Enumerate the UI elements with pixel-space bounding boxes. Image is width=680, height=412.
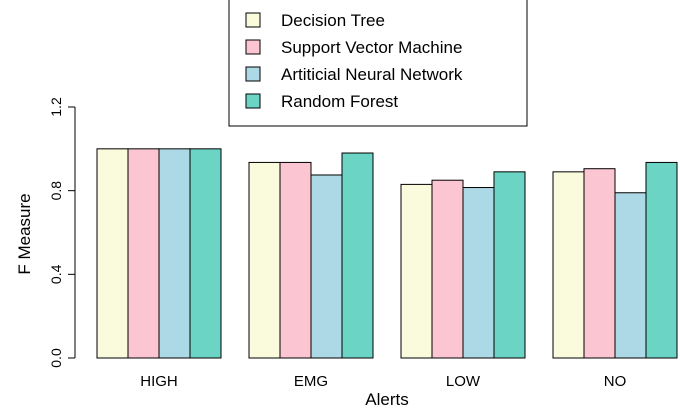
- y-tick-label: 0.8: [48, 181, 64, 201]
- x-axis-title: Alerts: [365, 390, 408, 409]
- legend: Decision Tree Support Vector Machine Artit…: [228, 0, 528, 127]
- bar: [493, 171, 526, 359]
- y-tick-label: 1.2: [48, 97, 64, 117]
- x-axis-labels: HIGH EMG LOW NO: [140, 373, 626, 390]
- bar: [248, 161, 281, 359]
- legend-swatch: [245, 12, 261, 28]
- bar: [431, 179, 464, 359]
- bar: [462, 187, 495, 359]
- x-tick-label: HIGH: [140, 373, 178, 390]
- bar: [645, 161, 678, 359]
- y-axis: 0.0 0.4 0.8 1.2: [48, 97, 76, 368]
- legend-label: Decision Tree: [281, 11, 385, 30]
- legend-label: Random Forest: [281, 92, 398, 111]
- y-axis-title: F Measure: [15, 193, 34, 274]
- bars: [96, 148, 678, 359]
- bar: [310, 174, 343, 359]
- y-tick-label: 0.0: [48, 348, 64, 368]
- bar: [158, 148, 191, 359]
- legend-box: [228, 0, 528, 127]
- legend-swatch: [245, 93, 261, 109]
- bar: [614, 192, 647, 359]
- bar: [341, 152, 374, 359]
- bar: [400, 183, 433, 359]
- legend-label: Support Vector Machine: [281, 38, 462, 57]
- bar: [96, 148, 129, 359]
- legend-swatch: [245, 39, 261, 55]
- bar: [279, 161, 312, 359]
- bar: [189, 148, 222, 359]
- x-tick-label: NO: [604, 373, 627, 390]
- x-tick-label: EMG: [294, 373, 328, 390]
- bar: [583, 168, 616, 359]
- legend-swatch: [245, 66, 261, 82]
- bar: [552, 171, 585, 359]
- legend-label: Artiticial Neural Network: [281, 65, 463, 84]
- bar: [127, 148, 160, 359]
- y-tick-label: 0.4: [48, 264, 64, 284]
- x-tick-label: LOW: [446, 373, 481, 390]
